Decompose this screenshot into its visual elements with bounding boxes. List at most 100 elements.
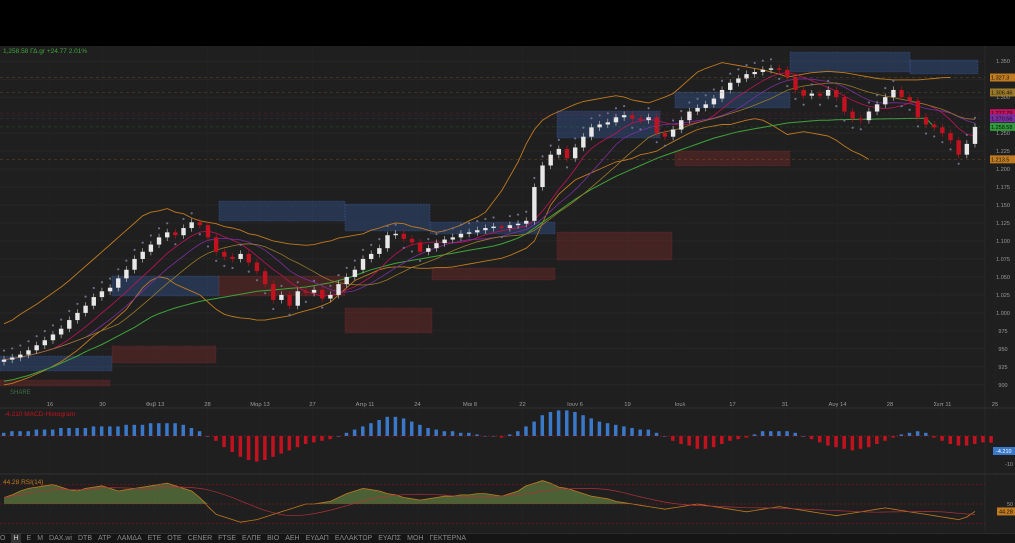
candle[interactable]: [99, 291, 105, 298]
candle[interactable]: [189, 222, 194, 229]
candle[interactable]: [148, 244, 154, 252]
toolbar-item[interactable]: ΜΟΗ: [407, 535, 424, 542]
candle[interactable]: [768, 68, 774, 70]
candle[interactable]: [67, 320, 72, 329]
candle[interactable]: [483, 228, 488, 231]
candle[interactable]: [621, 115, 627, 118]
candle[interactable]: [932, 124, 937, 128]
candle[interactable]: [434, 243, 439, 249]
candle[interactable]: [197, 222, 203, 226]
candle[interactable]: [630, 115, 635, 119]
candle[interactable]: [458, 233, 464, 238]
candle[interactable]: [140, 251, 145, 259]
candle[interactable]: [719, 89, 725, 99]
candle[interactable]: [687, 111, 692, 121]
candle[interactable]: [883, 97, 888, 105]
candle[interactable]: [26, 350, 31, 355]
candle[interactable]: [711, 98, 717, 105]
candle[interactable]: [181, 228, 186, 236]
toolbar-item[interactable]: ΛΑΜΔΑ: [117, 535, 142, 542]
candle[interactable]: [907, 97, 912, 101]
candle[interactable]: [156, 237, 162, 245]
candle[interactable]: [107, 287, 113, 292]
candle[interactable]: [948, 133, 953, 141]
toolbar-item[interactable]: ΕΛΠΕ: [242, 535, 262, 542]
toolbar-item[interactable]: ΕΤΕ: [147, 535, 162, 542]
candle[interactable]: [475, 230, 480, 233]
candle[interactable]: [9, 357, 15, 360]
toolbar-item[interactable]: ΟΤΕ: [167, 535, 182, 542]
candle[interactable]: [450, 237, 455, 240]
candle[interactable]: [499, 226, 504, 229]
candle[interactable]: [793, 77, 798, 90]
candle[interactable]: [638, 118, 643, 121]
toolbar-item[interactable]: ΕΛΛΑΚΤΩΡ: [334, 535, 373, 542]
candle[interactable]: [279, 294, 284, 300]
candle[interactable]: [401, 233, 407, 239]
toolbar-item[interactable]: ΒΙΟ: [267, 535, 280, 542]
candle[interactable]: [230, 256, 235, 259]
candle[interactable]: [426, 248, 431, 252]
candle[interactable]: [581, 136, 586, 148]
candle[interactable]: [842, 97, 847, 112]
candle[interactable]: [646, 117, 651, 121]
candle[interactable]: [344, 276, 349, 285]
candle[interactable]: [417, 242, 423, 252]
toolbar-item[interactable]: Ε: [26, 535, 32, 542]
candle[interactable]: [222, 251, 227, 257]
candle[interactable]: [964, 143, 970, 155]
candle[interactable]: [352, 269, 358, 277]
candle[interactable]: [809, 93, 815, 96]
candle[interactable]: [164, 232, 170, 238]
candle[interactable]: [874, 104, 880, 112]
candle[interactable]: [491, 226, 496, 229]
toolbar-item[interactable]: Μ: [37, 535, 44, 542]
macd-panel[interactable]: -4.210 -10: [0, 410, 1015, 468]
toolbar-item[interactable]: ΓΕΚΤΕΡΝΑ: [429, 535, 466, 542]
candle[interactable]: [597, 124, 602, 128]
price-panel[interactable]: [0, 58, 985, 386]
toolbar-item[interactable]: DTB: [77, 535, 92, 542]
candle[interactable]: [368, 253, 374, 259]
candle[interactable]: [564, 148, 570, 159]
candle[interactable]: [287, 294, 292, 306]
candle[interactable]: [303, 291, 309, 293]
candle[interactable]: [662, 133, 668, 137]
candle[interactable]: [311, 289, 317, 293]
candle[interactable]: [393, 233, 398, 236]
candle[interactable]: [776, 68, 782, 70]
candle[interactable]: [532, 187, 537, 221]
candle[interactable]: [670, 129, 676, 137]
candle[interactable]: [18, 354, 23, 358]
candle[interactable]: [132, 258, 137, 270]
candle[interactable]: [295, 291, 300, 306]
candle[interactable]: [728, 82, 733, 90]
candle[interactable]: [328, 294, 333, 299]
candle[interactable]: [572, 147, 578, 159]
candle[interactable]: [246, 253, 251, 263]
candle[interactable]: [752, 71, 757, 75]
candle[interactable]: [744, 74, 749, 79]
candle[interactable]: [850, 111, 855, 119]
candle[interactable]: [548, 154, 553, 166]
candle[interactable]: [891, 89, 896, 98]
candle[interactable]: [116, 278, 121, 288]
candle[interactable]: [834, 89, 839, 98]
candle[interactable]: [377, 248, 382, 254]
candle[interactable]: [50, 334, 56, 341]
candle[interactable]: [785, 69, 790, 78]
toolbar-item[interactable]: ΕΥΑΠΣ: [378, 535, 402, 542]
candle[interactable]: [515, 223, 521, 226]
candle[interactable]: [972, 126, 978, 144]
candle[interactable]: [42, 340, 47, 346]
toolbar-item[interactable]: Η: [11, 534, 21, 543]
toolbar-item[interactable]: CENER: [187, 535, 213, 542]
candle[interactable]: [654, 117, 659, 134]
toolbar-item[interactable]: Ο: [0, 535, 6, 542]
candle[interactable]: [466, 232, 472, 234]
candle[interactable]: [262, 271, 268, 285]
candle[interactable]: [271, 284, 276, 300]
toolbar-item[interactable]: ΕΥΔΑΠ: [305, 535, 329, 542]
candle[interactable]: [1, 359, 7, 362]
